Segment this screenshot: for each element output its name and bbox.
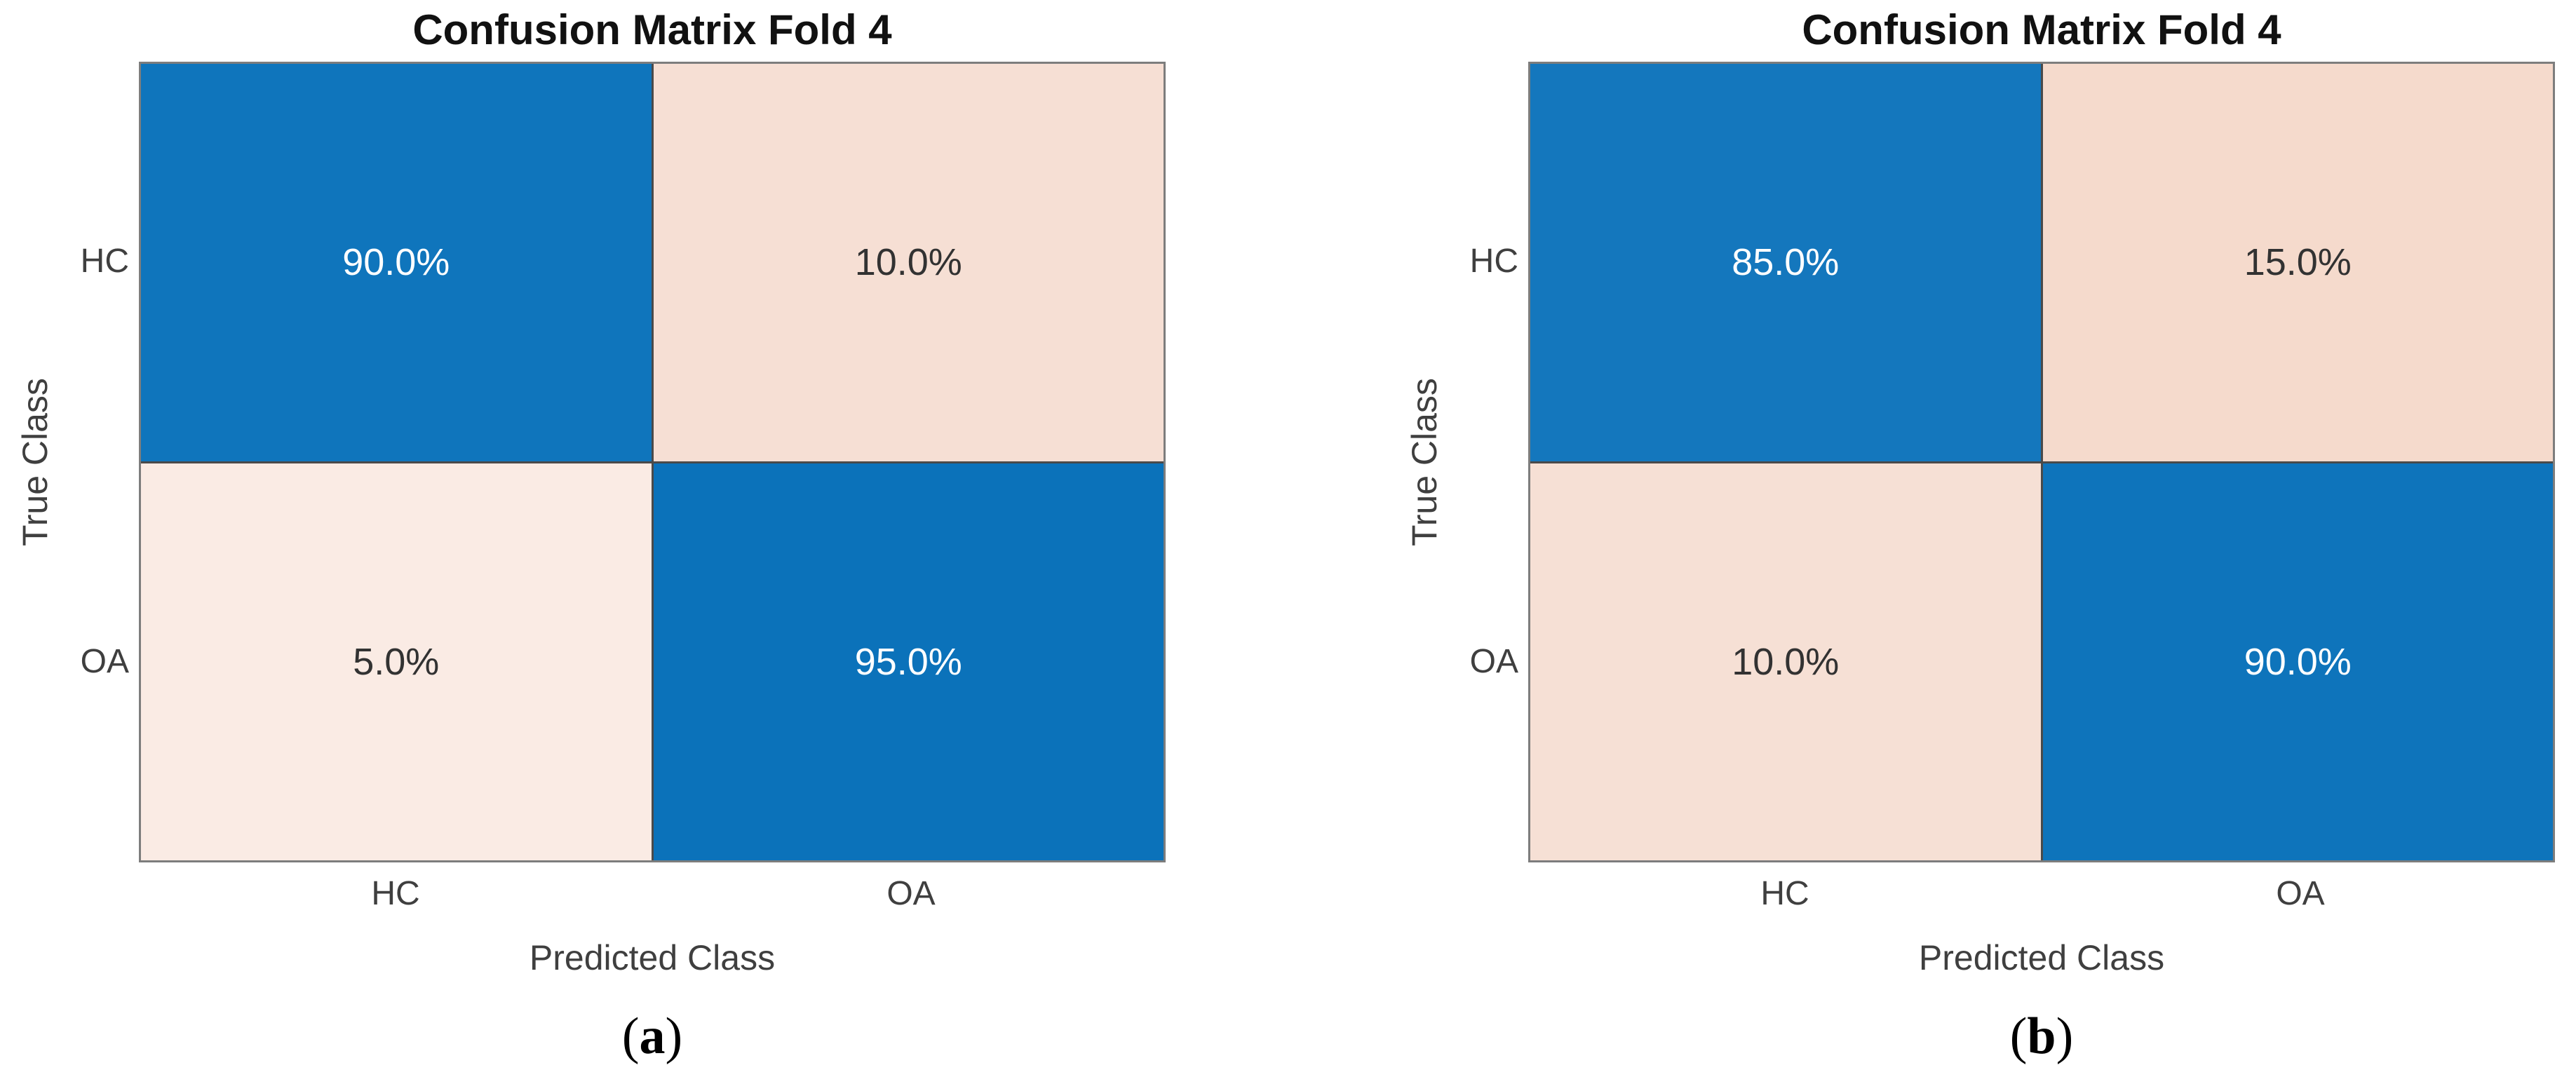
caption-letter: a: [639, 1008, 666, 1065]
cell-value: 5.0%: [353, 640, 440, 683]
confusion-matrix-a: 90.0% 10.0% 5.0% 95.0%: [139, 62, 1166, 862]
cell-value: 10.0%: [854, 241, 962, 284]
y-tick-oa: OA: [80, 643, 129, 680]
cell-value: 85.0%: [1732, 241, 1840, 284]
caption-open-paren: (: [621, 1008, 640, 1065]
confusion-matrix-b: 85.0% 15.0% 10.0% 90.0%: [1528, 62, 2555, 862]
matrix-cell-hc-oa: 10.0%: [653, 64, 1164, 461]
matrix-cell-hc-oa: 15.0%: [2042, 64, 2553, 461]
cell-value: 95.0%: [854, 640, 962, 683]
matrix-cell-oa-oa: 95.0%: [653, 463, 1164, 860]
cell-value: 90.0%: [2244, 640, 2352, 683]
caption-close-paren: ): [665, 1008, 683, 1065]
panel-caption-a: (a): [139, 1007, 1166, 1066]
x-axis-label: Predicted Class: [1918, 938, 2165, 977]
caption-letter: b: [2027, 1008, 2056, 1065]
x-tick-oa: OA: [886, 875, 936, 912]
cell-value: 90.0%: [342, 241, 450, 284]
matrix-cell-oa-hc: 5.0%: [141, 463, 652, 860]
caption-open-paren: (: [2009, 1008, 2028, 1065]
y-tick-hc: HC: [80, 243, 129, 280]
x-tick-hc: HC: [371, 875, 420, 912]
y-axis-label: True Class: [15, 378, 55, 546]
panel-caption-b: (b): [1528, 1007, 2555, 1066]
matrix-cell-oa-oa: 90.0%: [2042, 463, 2553, 860]
cell-value: 10.0%: [1732, 640, 1840, 683]
y-tick-oa: OA: [1469, 643, 1518, 680]
matrix-cell-hc-hc: 90.0%: [141, 64, 652, 461]
chart-title: Confusion Matrix Fold 4: [412, 6, 892, 53]
matrix-cell-oa-hc: 10.0%: [1530, 463, 2041, 860]
caption-close-paren: ): [2056, 1008, 2074, 1065]
y-tick-hc: HC: [1469, 243, 1518, 280]
matrix-cell-hc-hc: 85.0%: [1530, 64, 2041, 461]
chart-title: Confusion Matrix Fold 4: [1802, 6, 2281, 53]
x-axis-label: Predicted Class: [529, 938, 776, 977]
y-axis-label: True Class: [1405, 378, 1444, 546]
cell-value: 15.0%: [2244, 241, 2352, 284]
x-tick-oa: OA: [2276, 875, 2325, 912]
x-tick-hc: HC: [1760, 875, 1809, 912]
